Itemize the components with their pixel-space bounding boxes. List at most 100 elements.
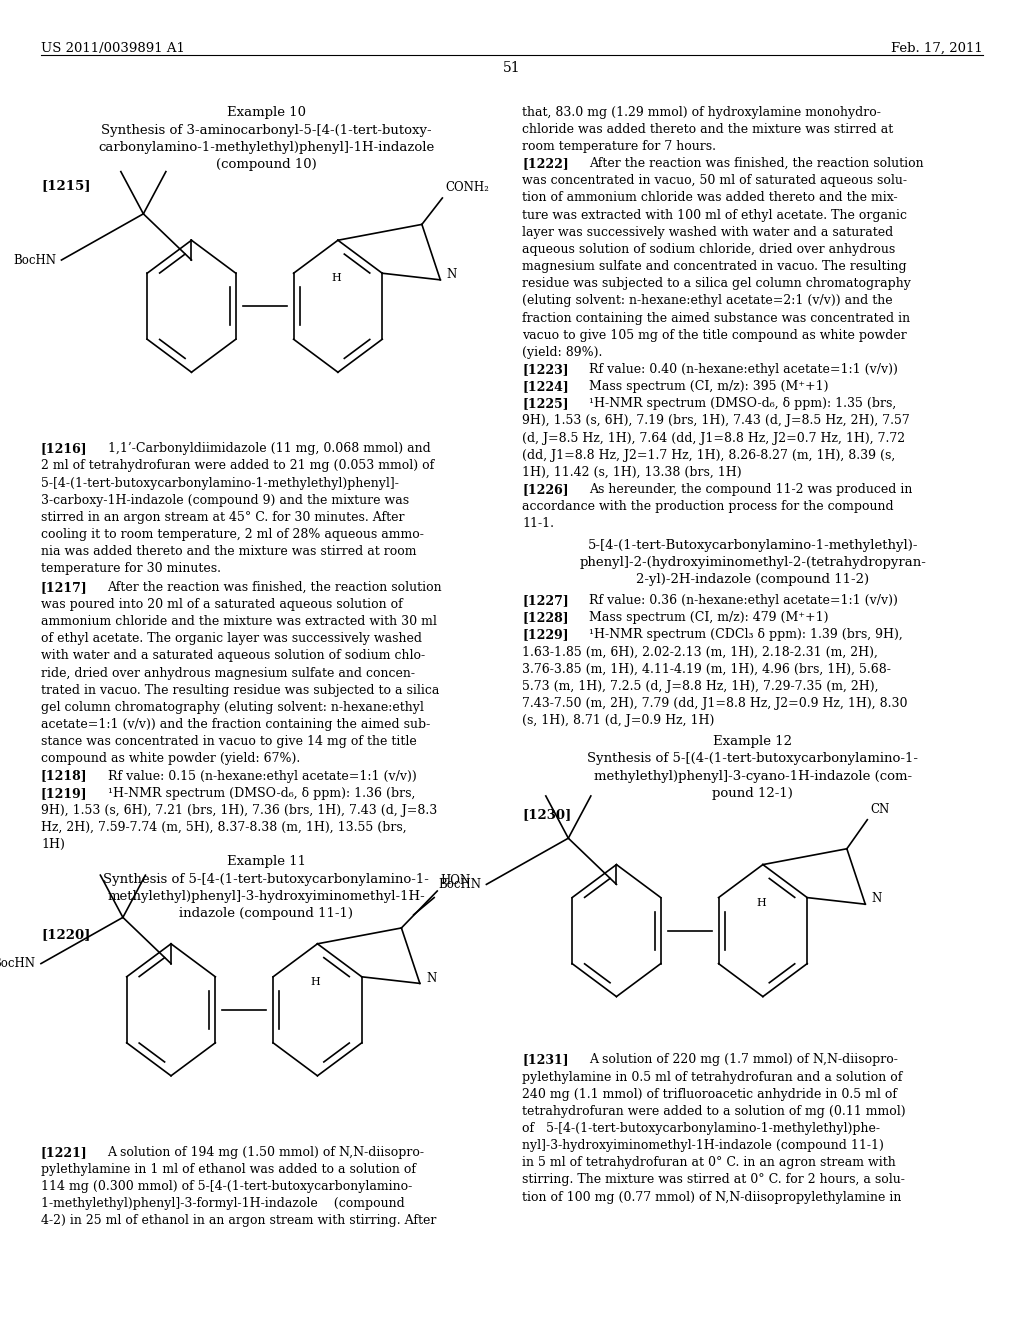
Text: vacuo to give 105 mg of the title compound as white powder: vacuo to give 105 mg of the title compou… [522, 329, 907, 342]
Text: pylethylamine in 1 ml of ethanol was added to a solution of: pylethylamine in 1 ml of ethanol was add… [41, 1163, 416, 1176]
Text: US 2011/0039891 A1: US 2011/0039891 A1 [41, 42, 185, 55]
Text: methylethyl)phenyl]-3-hydroxyiminomethyl-1H-: methylethyl)phenyl]-3-hydroxyiminomethyl… [108, 890, 425, 903]
Text: Hz, 2H), 7.59-7.74 (m, 5H), 8.37-8.38 (m, 1H), 13.55 (brs,: Hz, 2H), 7.59-7.74 (m, 5H), 8.37-8.38 (m… [41, 821, 407, 834]
Text: [1227]: [1227] [522, 594, 569, 607]
Text: accordance with the production process for the compound: accordance with the production process f… [522, 500, 894, 513]
Text: N: N [426, 972, 436, 985]
Text: layer was successively washed with water and a saturated: layer was successively washed with water… [522, 226, 894, 239]
Text: 5.73 (m, 1H), 7.2.5 (d, J=8.8 Hz, 1H), 7.29-7.35 (m, 2H),: 5.73 (m, 1H), 7.2.5 (d, J=8.8 Hz, 1H), 7… [522, 680, 879, 693]
Text: [1229]: [1229] [522, 628, 569, 642]
Text: (dd, J1=8.8 Hz, J2=1.7 Hz, 1H), 8.26-8.27 (m, 1H), 8.39 (s,: (dd, J1=8.8 Hz, J2=1.7 Hz, 1H), 8.26-8.2… [522, 449, 896, 462]
Text: (compound 10): (compound 10) [216, 158, 316, 172]
Text: Example 11: Example 11 [226, 855, 306, 869]
Text: stirring. The mixture was stirred at 0° C. for 2 hours, a solu-: stirring. The mixture was stirred at 0° … [522, 1173, 905, 1187]
Text: tion of 100 mg (0.77 mmol) of N,N-diisopropylethylamine in: tion of 100 mg (0.77 mmol) of N,N-diisop… [522, 1191, 901, 1204]
Text: 2-yl)-2H-indazole (compound 11-2): 2-yl)-2H-indazole (compound 11-2) [636, 573, 869, 586]
Text: 1H), 11.42 (s, 1H), 13.38 (brs, 1H): 1H), 11.42 (s, 1H), 13.38 (brs, 1H) [522, 466, 741, 479]
Text: 51: 51 [503, 61, 521, 75]
Text: Mass spectrum (CI, m/z): 479 (M⁺+1): Mass spectrum (CI, m/z): 479 (M⁺+1) [589, 611, 828, 624]
Text: Synthesis of 3-aminocarbonyl-5-[4-(1-tert-butoxy-: Synthesis of 3-aminocarbonyl-5-[4-(1-ter… [101, 124, 431, 137]
Text: BocHN: BocHN [13, 253, 56, 267]
Text: 11-1.: 11-1. [522, 517, 554, 531]
Text: indazole (compound 11-1): indazole (compound 11-1) [179, 907, 353, 920]
Text: 3-carboxy-1H-indazole (compound 9) and the mixture was: 3-carboxy-1H-indazole (compound 9) and t… [41, 494, 409, 507]
Text: fraction containing the aimed substance was concentrated in: fraction containing the aimed substance … [522, 312, 910, 325]
Text: room temperature for 7 hours.: room temperature for 7 hours. [522, 140, 716, 153]
Text: nyl]-3-hydroxyiminomethyl-1H-indazole (compound 11-1): nyl]-3-hydroxyiminomethyl-1H-indazole (c… [522, 1139, 884, 1152]
Text: [1220]: [1220] [41, 928, 90, 941]
Text: ture was extracted with 100 ml of ethyl acetate. The organic: ture was extracted with 100 ml of ethyl … [522, 209, 907, 222]
Text: 114 mg (0.300 mmol) of 5-[4-(1-tert-butoxycarbonylamino-: 114 mg (0.300 mmol) of 5-[4-(1-tert-buto… [41, 1180, 413, 1193]
Text: 5-[4-(1-tert-Butoxycarbonylamino-1-methylethyl)-: 5-[4-(1-tert-Butoxycarbonylamino-1-methy… [588, 539, 918, 552]
Text: N: N [446, 268, 457, 281]
Text: pound 12-1): pound 12-1) [713, 787, 793, 800]
Text: gel column chromatography (eluting solvent: n-hexane:ethyl: gel column chromatography (eluting solve… [41, 701, 424, 714]
Text: 3.76-3.85 (m, 1H), 4.11-4.19 (m, 1H), 4.96 (brs, 1H), 5.68-: 3.76-3.85 (m, 1H), 4.11-4.19 (m, 1H), 4.… [522, 663, 891, 676]
Text: tion of ammonium chloride was added thereto and the mix-: tion of ammonium chloride was added ther… [522, 191, 898, 205]
Text: [1230]: [1230] [522, 808, 571, 821]
Text: 9H), 1.53 (s, 6H), 7.21 (brs, 1H), 7.36 (brs, 1H), 7.43 (d, J=8.3: 9H), 1.53 (s, 6H), 7.21 (brs, 1H), 7.36 … [41, 804, 437, 817]
Text: magnesium sulfate and concentrated in vacuo. The resulting: magnesium sulfate and concentrated in va… [522, 260, 907, 273]
Text: cooling it to room temperature, 2 ml of 28% aqueous ammo-: cooling it to room temperature, 2 ml of … [41, 528, 424, 541]
Text: Rf value: 0.15 (n-hexane:ethyl acetate=1:1 (v/v)): Rf value: 0.15 (n-hexane:ethyl acetate=1… [108, 770, 417, 783]
Text: ammonium chloride and the mixture was extracted with 30 ml: ammonium chloride and the mixture was ex… [41, 615, 437, 628]
Text: temperature for 30 minutes.: temperature for 30 minutes. [41, 562, 221, 576]
Text: H: H [310, 977, 321, 987]
Text: chloride was added thereto and the mixture was stirred at: chloride was added thereto and the mixtu… [522, 123, 894, 136]
Text: BocHN: BocHN [0, 957, 36, 970]
Text: ¹H-NMR spectrum (DMSO-d₆, δ ppm): 1.35 (brs,: ¹H-NMR spectrum (DMSO-d₆, δ ppm): 1.35 (… [589, 397, 896, 411]
Text: (eluting solvent: n-hexane:ethyl acetate=2:1 (v/v)) and the: (eluting solvent: n-hexane:ethyl acetate… [522, 294, 893, 308]
Text: nia was added thereto and the mixture was stirred at room: nia was added thereto and the mixture wa… [41, 545, 417, 558]
Text: BocHN: BocHN [438, 878, 481, 891]
Text: with water and a saturated aqueous solution of sodium chlo-: with water and a saturated aqueous solut… [41, 649, 425, 663]
Text: 240 mg (1.1 mmol) of trifluoroacetic anhydride in 0.5 ml of: 240 mg (1.1 mmol) of trifluoroacetic anh… [522, 1088, 897, 1101]
Text: [1223]: [1223] [522, 363, 569, 376]
Text: [1228]: [1228] [522, 611, 569, 624]
Text: acetate=1:1 (v/v)) and the fraction containing the aimed sub-: acetate=1:1 (v/v)) and the fraction cont… [41, 718, 430, 731]
Text: Synthesis of 5-[(4-(1-tert-butoxycarbonylamino-1-: Synthesis of 5-[(4-(1-tert-butoxycarbony… [587, 752, 919, 766]
Text: stirred in an argon stream at 45° C. for 30 minutes. After: stirred in an argon stream at 45° C. for… [41, 511, 404, 524]
Text: [1231]: [1231] [522, 1053, 569, 1067]
Text: Rf value: 0.40 (n-hexane:ethyl acetate=1:1 (v/v)): Rf value: 0.40 (n-hexane:ethyl acetate=1… [589, 363, 898, 376]
Text: in 5 ml of tetrahydrofuran at 0° C. in an agron stream with: in 5 ml of tetrahydrofuran at 0° C. in a… [522, 1156, 896, 1170]
Text: HON: HON [440, 874, 470, 887]
Text: [1221]: [1221] [41, 1146, 88, 1159]
Text: Example 12: Example 12 [713, 735, 793, 748]
Text: tetrahydrofuran were added to a solution of mg (0.11 mmol): tetrahydrofuran were added to a solution… [522, 1105, 906, 1118]
Text: A solution of 220 mg (1.7 mmol) of N,N-diisopro-: A solution of 220 mg (1.7 mmol) of N,N-d… [589, 1053, 898, 1067]
Text: 1-methylethyl)phenyl]-3-formyl-1H-indazole    (compound: 1-methylethyl)phenyl]-3-formyl-1H-indazo… [41, 1197, 404, 1210]
Text: ride, dried over anhydrous magnesium sulfate and concen-: ride, dried over anhydrous magnesium sul… [41, 667, 415, 680]
Text: aqueous solution of sodium chloride, dried over anhydrous: aqueous solution of sodium chloride, dri… [522, 243, 896, 256]
Text: phenyl]-2-(hydroxyiminomethyl-2-(tetrahydropyran-: phenyl]-2-(hydroxyiminomethyl-2-(tetrahy… [580, 556, 926, 569]
Text: (d, J=8.5 Hz, 1H), 7.64 (dd, J1=8.8 Hz, J2=0.7 Hz, 1H), 7.72: (d, J=8.5 Hz, 1H), 7.64 (dd, J1=8.8 Hz, … [522, 432, 905, 445]
Text: 9H), 1.53 (s, 6H), 7.19 (brs, 1H), 7.43 (d, J=8.5 Hz, 2H), 7.57: 9H), 1.53 (s, 6H), 7.19 (brs, 1H), 7.43 … [522, 414, 910, 428]
Text: ¹H-NMR spectrum (DMSO-d₆, δ ppm): 1.36 (brs,: ¹H-NMR spectrum (DMSO-d₆, δ ppm): 1.36 (… [108, 787, 415, 800]
Text: Feb. 17, 2011: Feb. 17, 2011 [891, 42, 983, 55]
Text: Rf value: 0.36 (n-hexane:ethyl acetate=1:1 (v/v)): Rf value: 0.36 (n-hexane:ethyl acetate=1… [589, 594, 898, 607]
Text: [1225]: [1225] [522, 397, 569, 411]
Text: [1218]: [1218] [41, 770, 88, 783]
Text: that, 83.0 mg (1.29 mmol) of hydroxylamine monohydro-: that, 83.0 mg (1.29 mmol) of hydroxylami… [522, 106, 881, 119]
Text: H: H [756, 898, 766, 908]
Text: CONH₂: CONH₂ [445, 181, 489, 194]
Text: 1.63-1.85 (m, 6H), 2.02-2.13 (m, 1H), 2.18-2.31 (m, 2H),: 1.63-1.85 (m, 6H), 2.02-2.13 (m, 1H), 2.… [522, 645, 879, 659]
Text: methylethyl)phenyl]-3-cyano-1H-indazole (com-: methylethyl)phenyl]-3-cyano-1H-indazole … [594, 770, 911, 783]
Text: After the reaction was finished, the reaction solution: After the reaction was finished, the rea… [589, 157, 924, 170]
Text: [1222]: [1222] [522, 157, 569, 170]
Text: [1224]: [1224] [522, 380, 569, 393]
Text: 1H): 1H) [41, 838, 65, 851]
Text: Mass spectrum (CI, m/z): 395 (M⁺+1): Mass spectrum (CI, m/z): 395 (M⁺+1) [589, 380, 828, 393]
Text: [1215]: [1215] [41, 180, 90, 193]
Text: CN: CN [870, 803, 890, 816]
Text: [1216]: [1216] [41, 442, 88, 455]
Text: 7.43-7.50 (m, 2H), 7.79 (dd, J1=8.8 Hz, J2=0.9 Hz, 1H), 8.30: 7.43-7.50 (m, 2H), 7.79 (dd, J1=8.8 Hz, … [522, 697, 907, 710]
Text: H: H [331, 273, 341, 284]
Text: As hereunder, the compound 11-2 was produced in: As hereunder, the compound 11-2 was prod… [589, 483, 912, 496]
Text: (yield: 89%).: (yield: 89%). [522, 346, 602, 359]
Text: stance was concentrated in vacuo to give 14 mg of the title: stance was concentrated in vacuo to give… [41, 735, 417, 748]
Text: [1219]: [1219] [41, 787, 88, 800]
Text: 1,1’-Carbonyldiimidazole (11 mg, 0.068 mmol) and: 1,1’-Carbonyldiimidazole (11 mg, 0.068 m… [108, 442, 430, 455]
Text: 5-[4-(1-tert-butoxycarbonylamino-1-methylethyl)phenyl]-: 5-[4-(1-tert-butoxycarbonylamino-1-methy… [41, 477, 398, 490]
Text: pylethylamine in 0.5 ml of tetrahydrofuran and a solution of: pylethylamine in 0.5 ml of tetrahydrofur… [522, 1071, 902, 1084]
Text: ¹H-NMR spectrum (CDCl₃ δ ppm): 1.39 (brs, 9H),: ¹H-NMR spectrum (CDCl₃ δ ppm): 1.39 (brs… [589, 628, 902, 642]
